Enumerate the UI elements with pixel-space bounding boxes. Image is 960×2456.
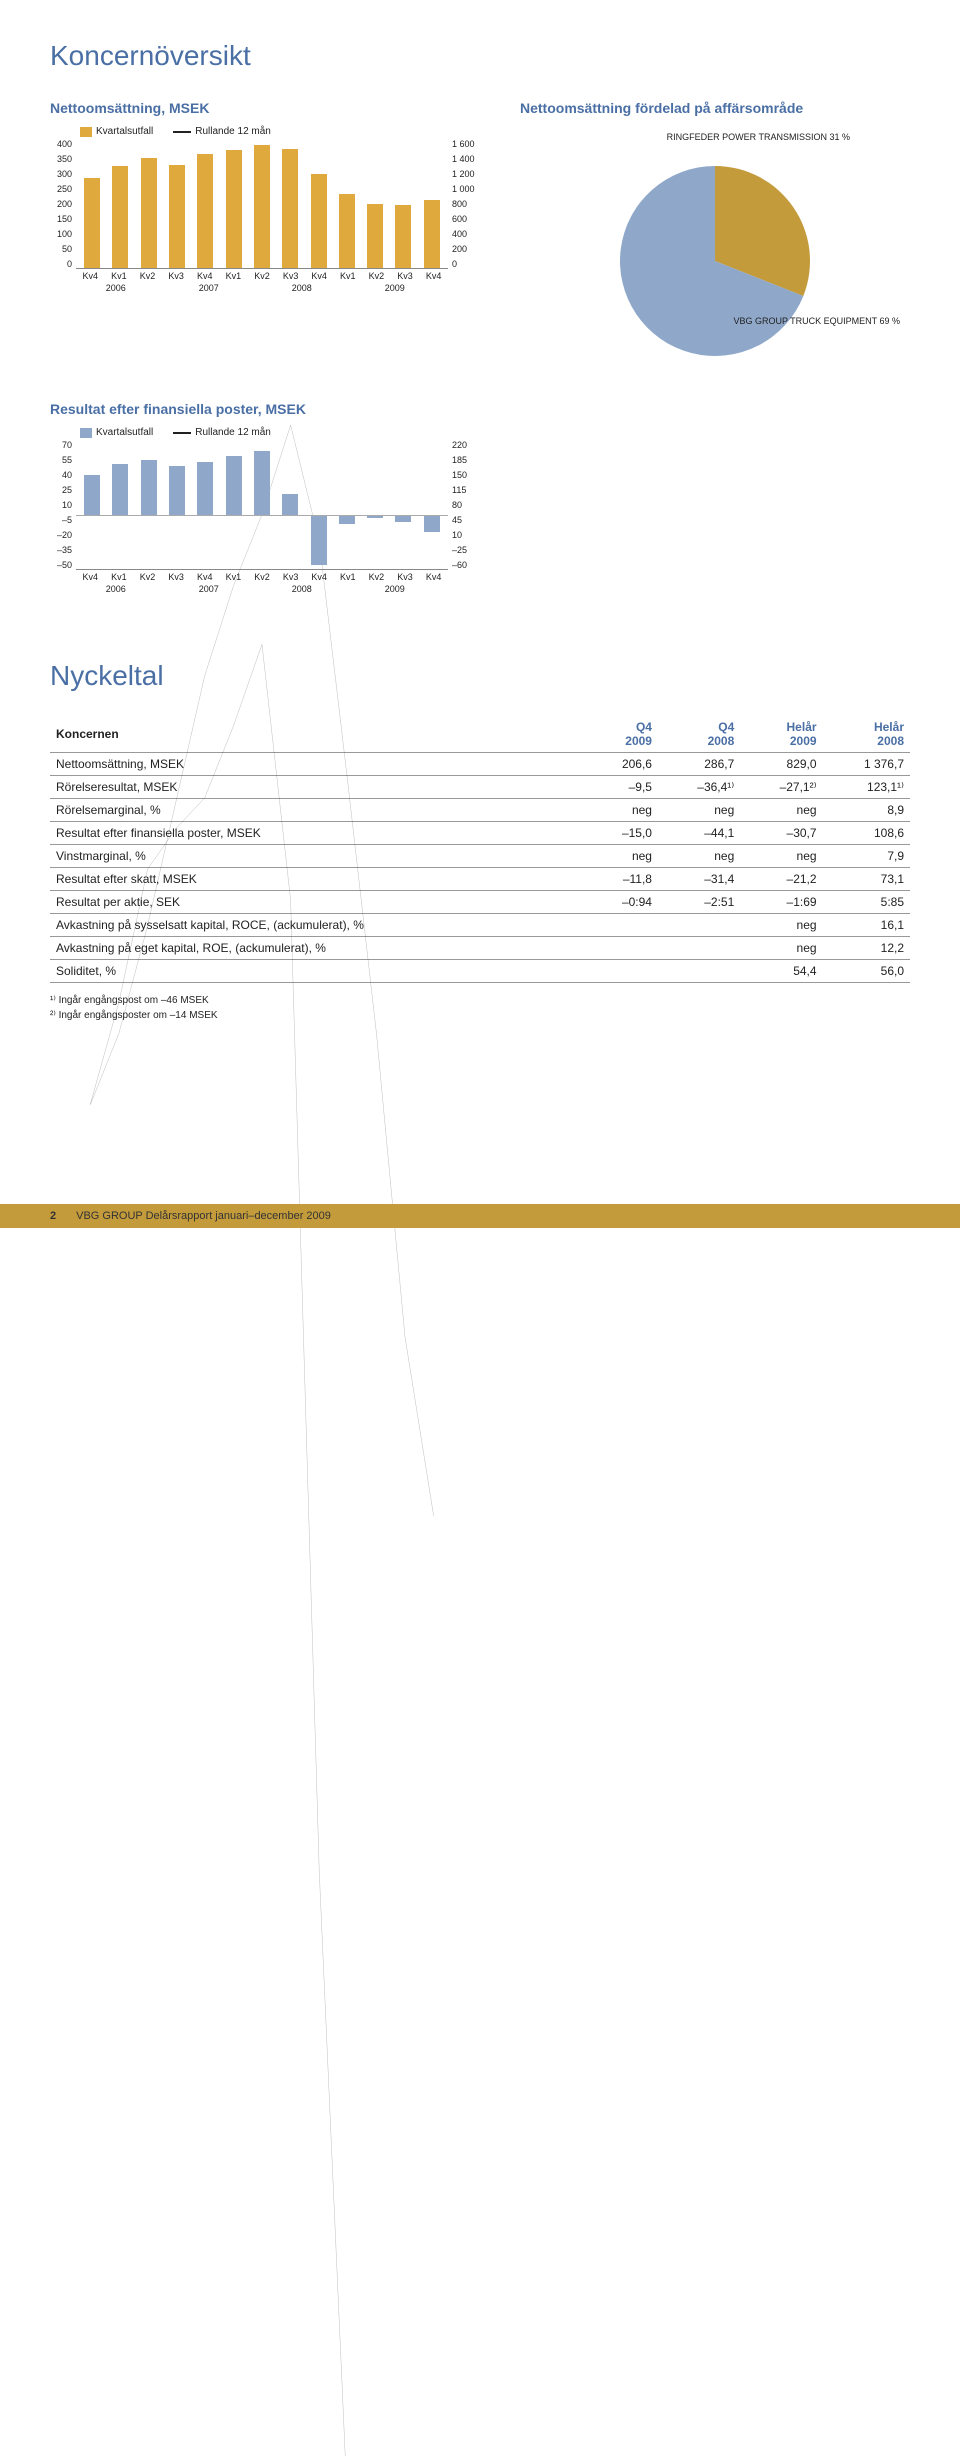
pie-title: Nettoomsättning fördelad på affärsområde bbox=[520, 100, 910, 116]
pie-chart: RINGFEDER POWER TRANSMISSION 31 % VBG GR… bbox=[610, 156, 820, 366]
chart1-legend: Kvartalsutfall Rullande 12 mån bbox=[50, 126, 480, 137]
chart1: 400350300250200150100500 1 6001 4001 200… bbox=[50, 139, 480, 309]
chart1-title: Nettoomsättning, MSEK bbox=[50, 100, 480, 116]
page-footer: 2 VBG GROUP Delårsrapport januari–decemb… bbox=[0, 1204, 960, 1228]
chart2: 7055402510–5–20–35–50 220185150115804510… bbox=[50, 440, 480, 610]
page-title: Koncernöversikt bbox=[50, 40, 910, 72]
